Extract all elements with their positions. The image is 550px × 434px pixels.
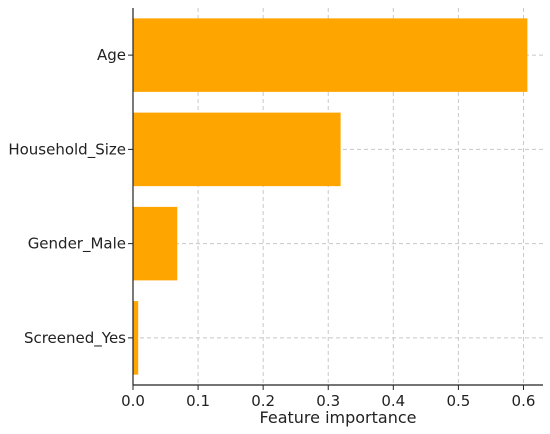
x-tick-label: 0.5: [446, 392, 470, 410]
y-tick-label: Screened_Yes: [24, 329, 126, 348]
x-tick-label: 0.2: [251, 392, 275, 410]
bar-gender-male: [133, 206, 178, 281]
x-axis-label: Feature importance: [260, 408, 417, 427]
y-tick-label: Gender_Male: [28, 235, 126, 254]
y-tick-label: Age: [97, 46, 126, 64]
x-tick-label: 0.3: [316, 392, 340, 410]
bar-age: [133, 18, 528, 92]
x-tick-label: 0.6: [512, 392, 536, 410]
bar-screened-yes: [133, 301, 139, 375]
x-tick-label: 0.4: [381, 392, 405, 410]
axis-layer: 0.0 0.1 0.2 0.3 0.4 0.5 0.6 Age Household_Size Ge…: [8, 8, 543, 410]
y-tick-label: Household_Size: [8, 140, 126, 159]
bar-household-size: [133, 112, 341, 187]
x-tick-label: 0.1: [186, 392, 210, 410]
x-tick-label: 0.0: [121, 392, 145, 410]
bar-layer: [133, 18, 528, 375]
